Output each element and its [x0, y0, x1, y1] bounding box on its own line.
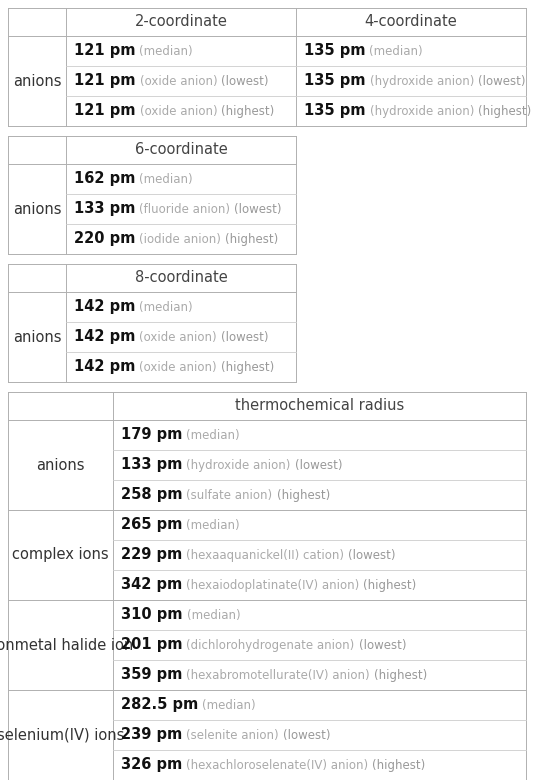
Text: (oxide anion): (oxide anion)	[139, 75, 217, 87]
Text: 4-coordinate: 4-coordinate	[365, 15, 458, 30]
Text: (lowest): (lowest)	[283, 729, 331, 742]
Text: 326 pm: 326 pm	[121, 757, 182, 772]
Text: 135 pm: 135 pm	[304, 73, 365, 88]
Text: (hydroxide anion): (hydroxide anion)	[370, 105, 474, 118]
Text: 265 pm: 265 pm	[121, 517, 183, 533]
Text: (highest): (highest)	[225, 232, 279, 246]
Text: anions: anions	[13, 201, 61, 217]
Text: (median): (median)	[139, 44, 193, 58]
Text: 282.5 pm: 282.5 pm	[121, 697, 198, 712]
Text: nonmetal halide ion: nonmetal halide ion	[0, 637, 134, 653]
Text: (hexachloroselenate(IV) anion): (hexachloroselenate(IV) anion)	[186, 758, 368, 771]
Text: (median): (median)	[202, 699, 256, 711]
Text: thermochemical radius: thermochemical radius	[235, 399, 404, 413]
Text: (median): (median)	[139, 172, 193, 186]
Text: 142 pm: 142 pm	[74, 360, 136, 374]
Text: anions: anions	[36, 458, 85, 473]
Text: 229 pm: 229 pm	[121, 548, 182, 562]
Text: (highest): (highest)	[374, 668, 427, 682]
Text: 220 pm: 220 pm	[74, 232, 136, 246]
Text: complex ions: complex ions	[12, 548, 109, 562]
Text: 8-coordinate: 8-coordinate	[135, 271, 227, 285]
Text: (lowest): (lowest)	[295, 459, 342, 471]
Text: (highest): (highest)	[364, 579, 417, 591]
Text: 121 pm: 121 pm	[74, 104, 136, 119]
Text: 2-coordinate: 2-coordinate	[135, 15, 227, 30]
Text: 258 pm: 258 pm	[121, 488, 183, 502]
Text: (oxide anion): (oxide anion)	[139, 105, 217, 118]
Text: (lowest): (lowest)	[348, 548, 396, 562]
Text: (median): (median)	[186, 428, 240, 441]
Text: 121 pm: 121 pm	[74, 73, 136, 88]
Text: (iodide anion): (iodide anion)	[139, 232, 221, 246]
Text: (lowest): (lowest)	[234, 203, 282, 215]
Text: (median): (median)	[186, 519, 240, 531]
Text: 142 pm: 142 pm	[74, 329, 136, 345]
Text: (hexabromotellurate(IV) anion): (hexabromotellurate(IV) anion)	[186, 668, 370, 682]
Text: (lowest): (lowest)	[221, 75, 269, 87]
Text: 359 pm: 359 pm	[121, 668, 183, 682]
Text: 179 pm: 179 pm	[121, 427, 183, 442]
Text: 310 pm: 310 pm	[121, 608, 183, 622]
Text: 135 pm: 135 pm	[304, 104, 365, 119]
Text: (sulfate anion): (sulfate anion)	[186, 488, 273, 502]
Text: (selenite anion): (selenite anion)	[186, 729, 279, 742]
Text: 133 pm: 133 pm	[74, 201, 136, 217]
Text: (highest): (highest)	[372, 758, 426, 771]
Text: anions: anions	[13, 73, 61, 88]
Text: 133 pm: 133 pm	[121, 458, 183, 473]
Text: (median): (median)	[370, 44, 423, 58]
Text: 135 pm: 135 pm	[304, 44, 365, 58]
Text: 342 pm: 342 pm	[121, 577, 182, 593]
Text: (highest): (highest)	[478, 105, 531, 118]
Text: 6-coordinate: 6-coordinate	[135, 143, 227, 158]
Text: (oxide anion): (oxide anion)	[139, 331, 217, 343]
Text: (dichlorohydrogenate anion): (dichlorohydrogenate anion)	[186, 639, 355, 651]
Text: (hexaiodoplatinate(IV) anion): (hexaiodoplatinate(IV) anion)	[186, 579, 359, 591]
Text: selenium(IV) ions: selenium(IV) ions	[0, 728, 124, 743]
Text: (oxide anion): (oxide anion)	[139, 360, 217, 374]
Text: (fluoride anion): (fluoride anion)	[139, 203, 230, 215]
Text: (hexaaquanickel(II) cation): (hexaaquanickel(II) cation)	[186, 548, 344, 562]
Text: anions: anions	[13, 329, 61, 345]
Text: (median): (median)	[139, 300, 193, 314]
Text: 121 pm: 121 pm	[74, 44, 136, 58]
Text: 162 pm: 162 pm	[74, 172, 136, 186]
Text: (highest): (highest)	[221, 105, 274, 118]
Text: (highest): (highest)	[221, 360, 274, 374]
Text: (lowest): (lowest)	[478, 75, 525, 87]
Text: (hydroxide anion): (hydroxide anion)	[186, 459, 290, 471]
Text: 142 pm: 142 pm	[74, 300, 136, 314]
Text: (lowest): (lowest)	[221, 331, 269, 343]
Text: 239 pm: 239 pm	[121, 728, 182, 743]
Text: (hydroxide anion): (hydroxide anion)	[370, 75, 474, 87]
Text: (highest): (highest)	[277, 488, 330, 502]
Text: (median): (median)	[186, 608, 240, 622]
Text: 201 pm: 201 pm	[121, 637, 183, 653]
Text: (lowest): (lowest)	[359, 639, 406, 651]
